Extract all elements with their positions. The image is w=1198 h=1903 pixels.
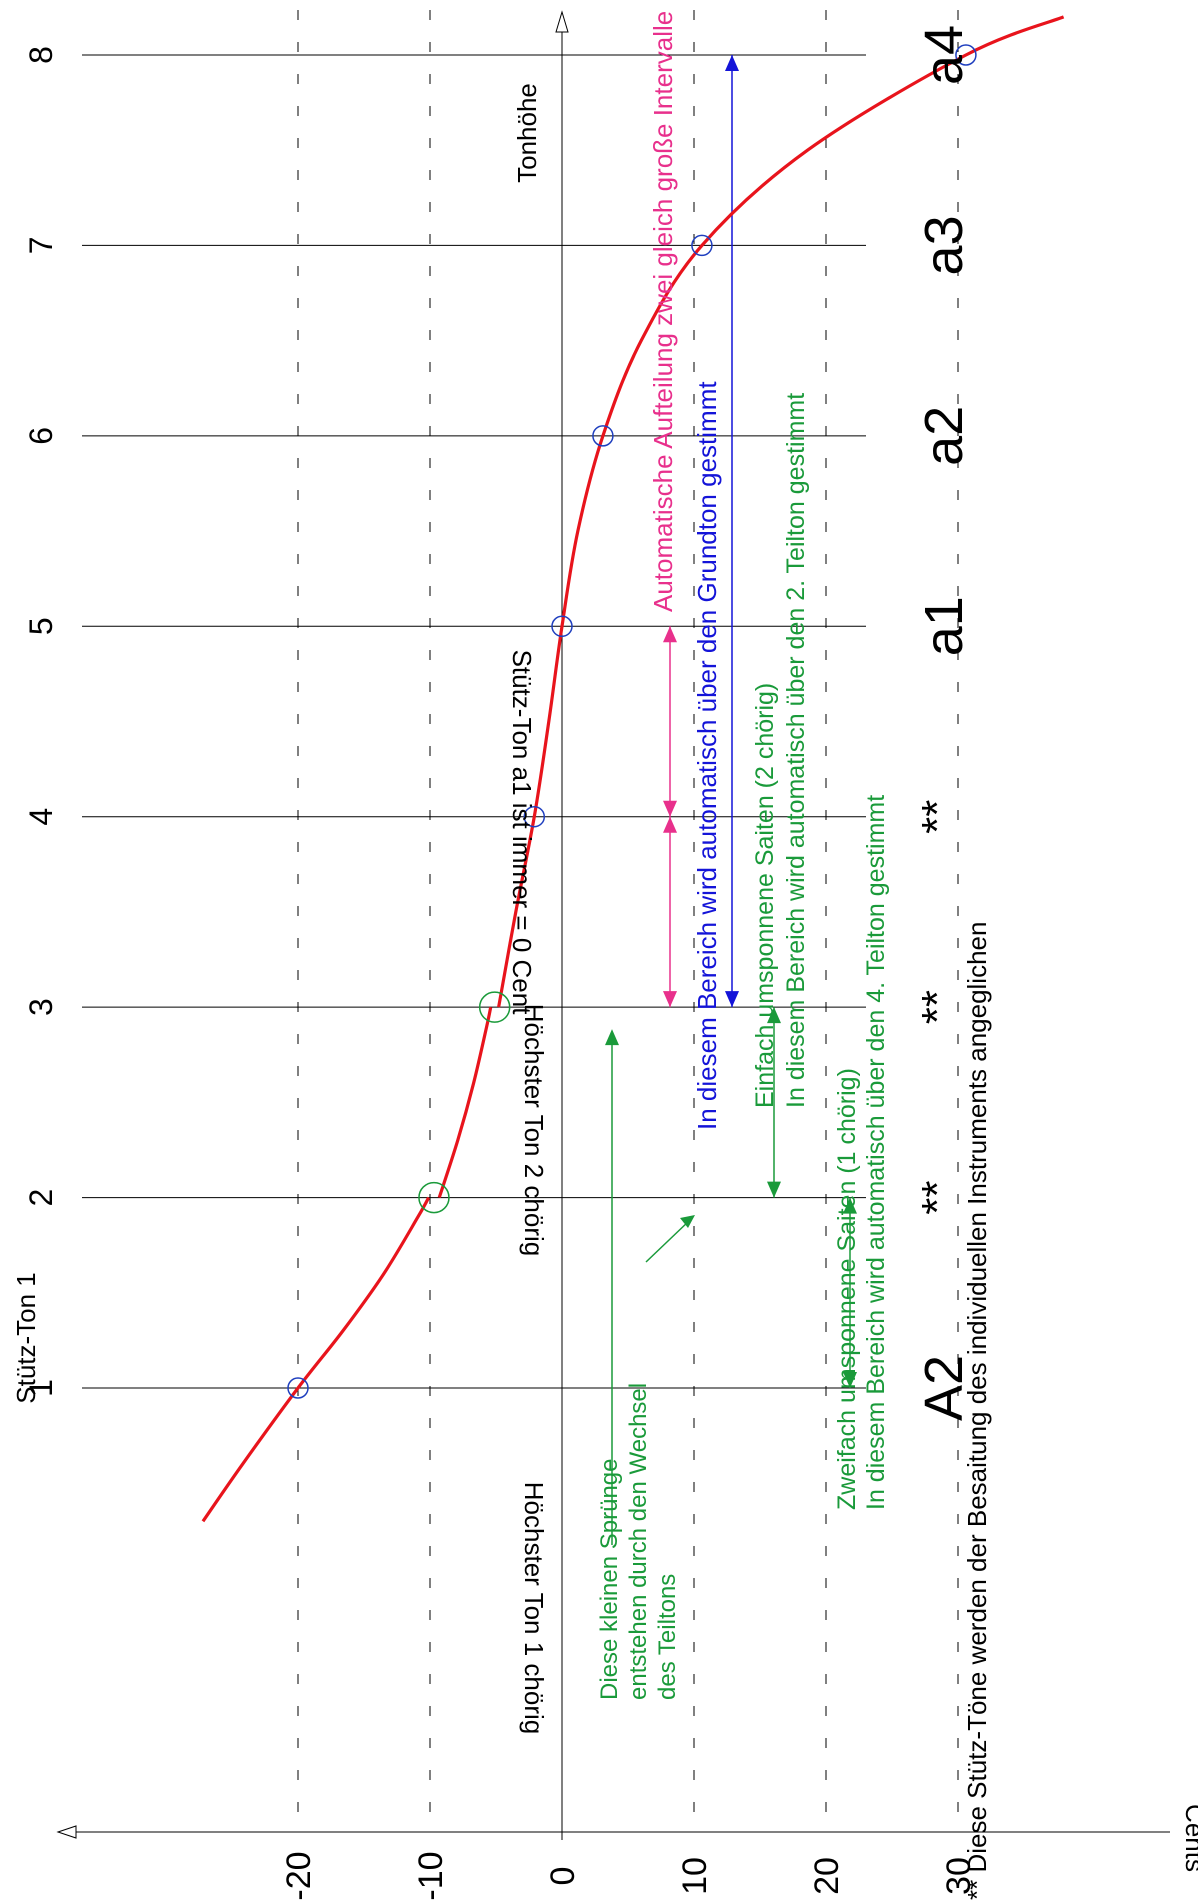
note-label: **	[913, 990, 962, 1024]
x-tick-label: 4	[23, 808, 59, 826]
support-point-6	[592, 425, 614, 447]
x-tick-label: 2	[23, 1189, 59, 1207]
note-label: a2	[914, 406, 974, 466]
annotation-hoechster-1: Höchster Ton 1 chörig	[519, 1482, 549, 1734]
jump-pointer-arrowhead-icon	[605, 1029, 619, 1046]
green-arrowhead-icon	[843, 1197, 857, 1214]
annotation-hoechster-2: Höchster Ton 2 chörig	[519, 1004, 549, 1256]
x-tick-labels: 1 2 3 4 5 6 7 8	[23, 46, 59, 1397]
marker-layer	[287, 44, 977, 1399]
note-label: a1	[914, 596, 974, 656]
axis-label-tonhoehe: Tonhöhe	[512, 83, 542, 183]
jump-point-2	[418, 1181, 450, 1214]
grid-layer	[82, 10, 959, 1834]
support-point-4	[523, 805, 546, 828]
note-label: **	[913, 1180, 962, 1214]
curve-segment-1	[201, 1196, 431, 1523]
cent-axis-arrow-icon	[555, 10, 569, 33]
green-arrowhead-icon	[767, 1007, 781, 1024]
annotation-spruenge-line-3: des Teiltons	[654, 1574, 681, 1700]
blue-arrowhead-icon	[725, 991, 739, 1008]
curve-segment-3	[497, 15, 1065, 1008]
x-tick-label: 3	[23, 998, 59, 1016]
axis-label-cents: Cents	[1180, 1804, 1198, 1872]
axes-layer	[56, 10, 1170, 1840]
annotation-stuetz-a1: Stütz-Ton a1 ist immer = 0 Cent	[507, 650, 537, 1016]
x-tick-label: 6	[23, 427, 59, 445]
y-tick-labels: -20 -10 0 10 20 30	[280, 1851, 978, 1900]
x-tick-label: 5	[23, 617, 59, 635]
support-point-8	[955, 44, 977, 66]
pink-arrowhead-icon	[663, 816, 677, 833]
green-arrowhead-icon	[843, 1372, 857, 1388]
pink-arrowhead-icon	[663, 991, 677, 1008]
annotation-pink-range: Automatische Aufteilung zwei gleich groß…	[648, 11, 678, 612]
y-tick-label: 30	[940, 1857, 978, 1895]
jump-pointer-2	[645, 1219, 691, 1263]
blue-arrowhead-icon	[725, 54, 739, 71]
green-arrowhead-icon	[767, 1181, 781, 1198]
annotation-spruenge-line-2: entstehen durch den Wechsel	[625, 1383, 652, 1700]
x-tick-label: 1	[23, 1379, 59, 1397]
y-tick-label: -20	[280, 1851, 318, 1900]
annotation-blue-range: In diesem Bereich wird automatisch über …	[692, 381, 722, 1130]
axis-label-stuetz: Stütz-Ton 1	[11, 1272, 41, 1404]
y-tick-label: 10	[676, 1857, 714, 1895]
x-tick-label: 8	[23, 46, 59, 64]
support-point-7	[691, 234, 713, 257]
note-labels: A2 ** ** ** a1 a2 a3 a4	[913, 25, 974, 1421]
annotation-spruenge: Diese kleinen Sprünge entstehen durch de…	[596, 1383, 681, 1700]
pink-arrowhead-icon	[663, 626, 677, 643]
annotation-green-2-line-2: In diesem Bereich wird automatisch über …	[862, 795, 890, 1510]
pitch-axis-arrow-icon	[56, 1825, 77, 1839]
support-point-5	[551, 615, 573, 638]
annotation-green-2-line-1: Zweifach umsponnene Saiten (1 chörig)	[833, 1068, 861, 1510]
y-tick-label: 0	[544, 1867, 582, 1886]
x-tick-label: 7	[23, 237, 59, 255]
annotation-green-1-line-2: In diesem Bereich wird automatisch über …	[782, 393, 810, 1108]
footnote: ** Diese Stütz-Töne werden der Besaitung…	[962, 922, 992, 1900]
range-layer	[605, 54, 857, 1545]
y-tick-label: 20	[808, 1857, 846, 1895]
annotation-spruenge-line-1: Diese kleinen Sprünge	[596, 1459, 623, 1701]
note-label: A2	[914, 1355, 974, 1421]
support-point-1	[287, 1377, 309, 1399]
curve-layer	[201, 15, 1065, 1523]
jump-pointer-arrowhead-icon	[680, 1215, 695, 1228]
y-tick-label: -10	[412, 1851, 450, 1900]
annotation-green-1: Einfach umsponnene Saiten (2 chörig) In …	[751, 393, 810, 1108]
annotation-green-2: Zweifach umsponnene Saiten (1 chörig) In…	[833, 795, 890, 1510]
pink-arrowhead-icon	[663, 800, 677, 817]
note-label: **	[913, 800, 962, 834]
curve-segment-2	[437, 1006, 493, 1199]
note-label: a4	[914, 25, 974, 85]
annotation-green-1-line-1: Einfach umsponnene Saiten (2 chörig)	[751, 683, 779, 1108]
jump-point-3	[478, 991, 511, 1023]
note-label: a3	[914, 215, 974, 275]
